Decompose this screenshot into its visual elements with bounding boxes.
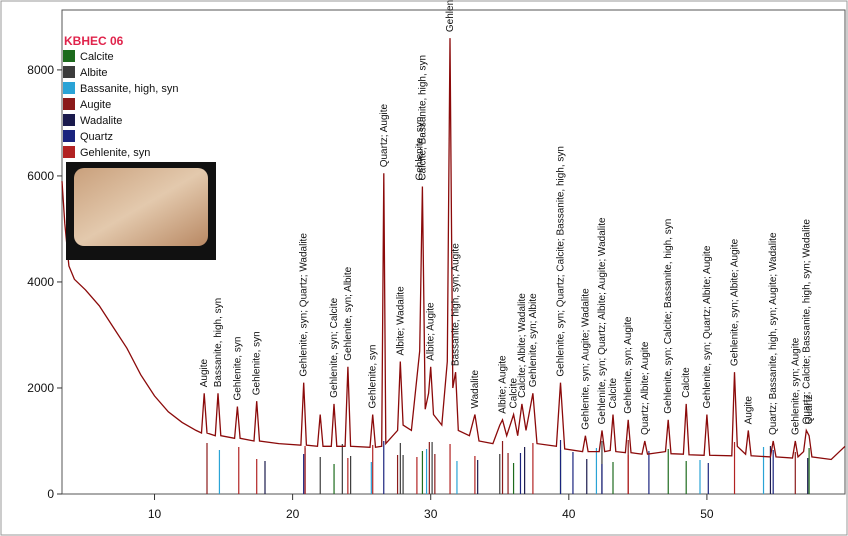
- peak-label: Gehlenite, syn; Augite; Wadalite: [580, 288, 591, 430]
- peak-label: Gehlenite, syn: [252, 331, 263, 395]
- peak-label: Albite; Wadalite: [395, 286, 406, 356]
- peak-label: Gehlenite, syn; Quartz; Albite; Augite: [702, 245, 713, 408]
- legend-label: Albite: [80, 67, 108, 79]
- legend-swatch: [63, 82, 75, 94]
- peak-label: Augite: [743, 396, 754, 425]
- legend-swatch: [63, 114, 75, 126]
- legend-swatch: [63, 130, 75, 142]
- y-tick-label: 8000: [27, 63, 54, 77]
- x-tick-label: 40: [562, 507, 576, 521]
- peak-label: Gehlenite, syn; Quartz; Albite; Augite; …: [597, 217, 608, 424]
- peak-label: Gehlenite, syn: [368, 345, 379, 409]
- peak-label: Quartz: [804, 394, 815, 424]
- x-tick-label: 20: [286, 507, 300, 521]
- y-tick-label: 0: [47, 487, 54, 501]
- peak-label: Gehlenite, syn; Calcite; Albite: [445, 0, 456, 32]
- x-tick-label: 30: [424, 507, 438, 521]
- peak-label: Gehlenite, syn; Quartz; Calcite; Bassani…: [556, 146, 567, 377]
- peak-label: Calcite; Bassanite, high, syn: [417, 55, 428, 181]
- chart: AugiteBassanite, high, synGehlenite, syn…: [0, 0, 848, 536]
- peak-label: Gehlenite, syn; Albite: [528, 293, 539, 387]
- peak-label: Calcite: [608, 377, 619, 408]
- peak-label: Quartz; Bassanite, high, syn; Augite; Wa…: [768, 232, 779, 435]
- sample-photo: [74, 168, 208, 246]
- legend-label: Calcite: [80, 51, 114, 63]
- legend-swatch: [63, 98, 75, 110]
- page: {"chart_data": { "type": "line", "title"…: [0, 0, 848, 536]
- chart-title: KBHEC 06: [64, 34, 124, 48]
- y-tick-label: 2000: [27, 381, 54, 395]
- legend-swatch: [63, 66, 75, 78]
- peak-label: Gehlenite, syn; Calcite: [329, 297, 340, 397]
- y-tick-label: 6000: [27, 169, 54, 183]
- peak-label: Calcite; Albite; Wadalite: [517, 293, 528, 398]
- x-tick-label: 50: [700, 507, 714, 521]
- peak-label: Gehlenite, syn; Quartz; Wadalite: [299, 233, 310, 377]
- legend-label: Quartz: [80, 131, 113, 143]
- peak-label: Quartz; Augite: [379, 103, 390, 167]
- peak-label: Wadalite: [470, 370, 481, 409]
- legend-label: Gehlenite, syn: [80, 147, 150, 159]
- peak-label: Gehlenite, syn; Calcite; Bassanite, high…: [663, 219, 674, 414]
- legend-label: Wadalite: [80, 115, 122, 127]
- peak-label: Quartz; Calcite; Bassanite, high, syn; W…: [801, 219, 812, 425]
- legend-label: Augite: [80, 99, 111, 111]
- peak-label: Albite; Augite: [498, 355, 509, 414]
- peak-label: Bassanite, high, syn; Augite: [451, 243, 462, 366]
- peak-label: Gehlenite, syn; Augite: [623, 316, 634, 414]
- peak-label: Gehlenite, syn; Albite: [343, 266, 354, 360]
- legend-swatch: [63, 146, 75, 158]
- y-tick-label: 4000: [27, 275, 54, 289]
- legend-label: Bassanite, high, syn: [80, 83, 178, 95]
- peak-label: Gehlenite, syn; Albite; Augite: [730, 238, 741, 366]
- legend-swatch: [63, 50, 75, 62]
- peak-label: Quartz; Albite; Augite: [640, 341, 651, 435]
- peak-label: Gehlenite, syn; Augite: [790, 337, 801, 435]
- x-tick-label: 10: [148, 507, 162, 521]
- peak-label: Albite; Augite: [426, 302, 437, 361]
- peak-label: Augite: [199, 358, 210, 387]
- peak-label: Calcite: [681, 367, 692, 398]
- peak-label: Gehlenite, syn: [232, 337, 243, 401]
- peak-label: Bassanite, high, syn: [213, 298, 224, 388]
